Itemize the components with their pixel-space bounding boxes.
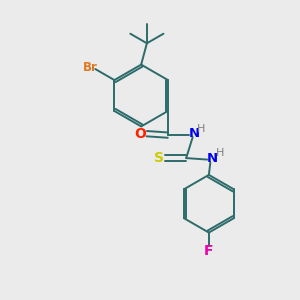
Text: S: S bbox=[154, 151, 164, 165]
Text: Br: Br bbox=[82, 61, 98, 74]
Text: H: H bbox=[216, 148, 224, 158]
Text: N: N bbox=[189, 127, 200, 140]
Text: H: H bbox=[197, 124, 206, 134]
Text: O: O bbox=[134, 127, 146, 141]
Text: N: N bbox=[207, 152, 218, 165]
Text: F: F bbox=[204, 244, 214, 258]
